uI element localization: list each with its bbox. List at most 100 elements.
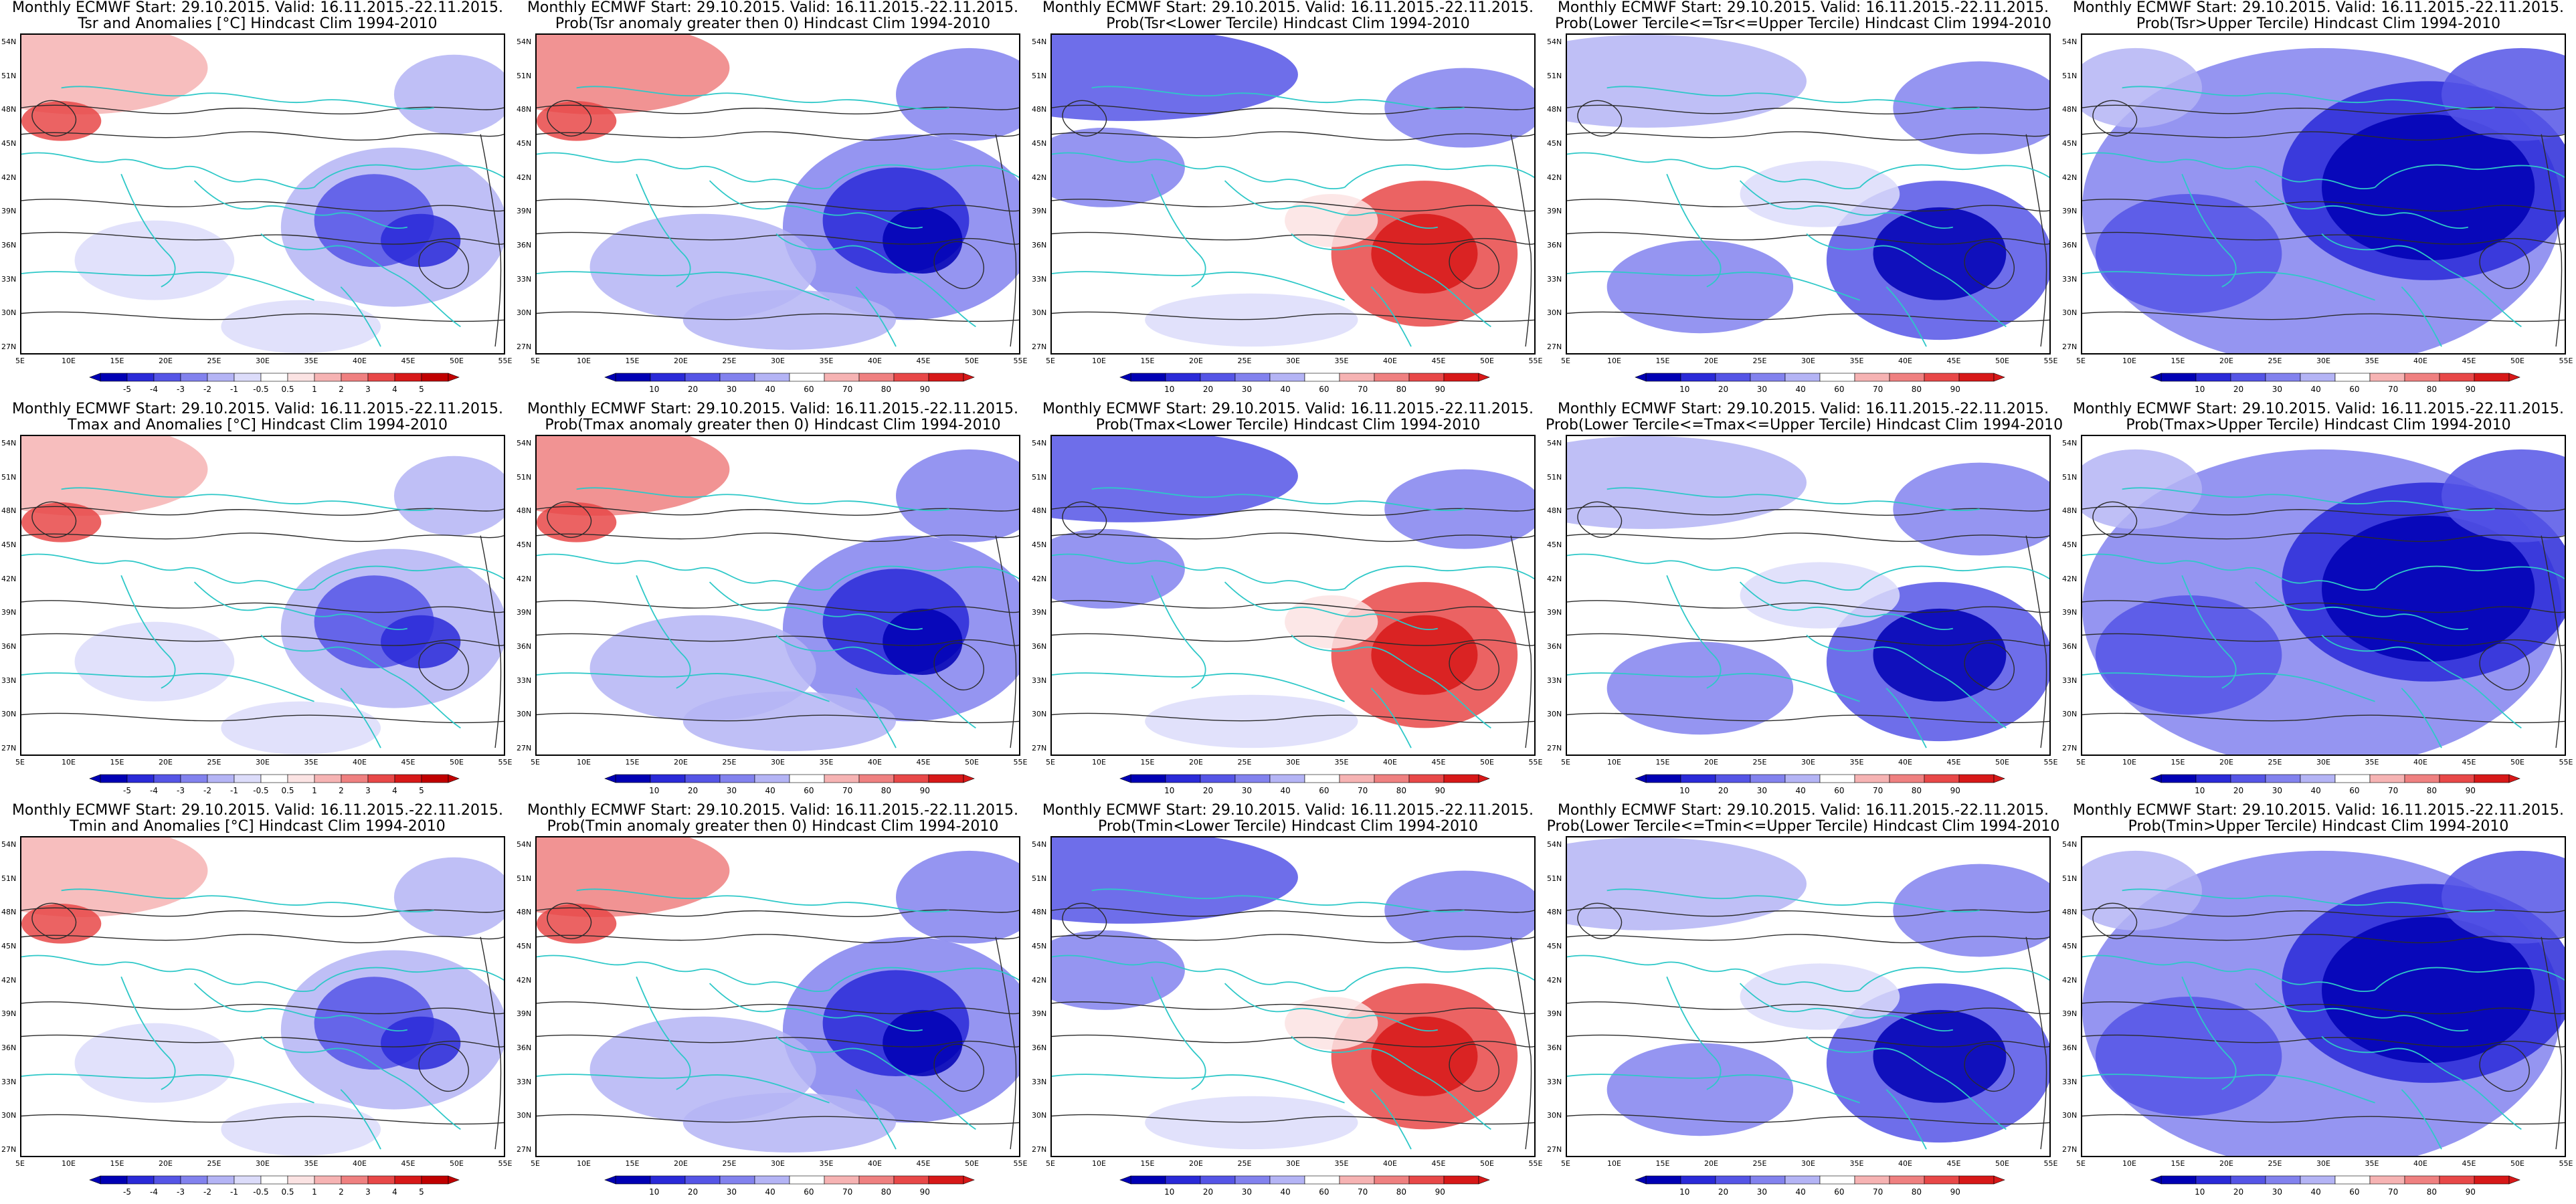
latitude-label: 39N: [1032, 207, 1047, 216]
colorbar-tick-label: -0.5: [253, 385, 268, 394]
map-area: [1050, 435, 1536, 756]
longitude-label: 10E: [2122, 357, 2136, 365]
longitude-label: 5E: [1046, 1159, 1055, 1168]
isotherm-contour: [2541, 936, 2563, 1150]
colorbar-swatch: [1924, 1175, 1960, 1185]
colorbar-tick-label: 90: [1950, 1187, 1960, 1197]
isotherm-contour: [1567, 907, 2049, 917]
anomaly-shading: [1384, 68, 1534, 148]
latitude-label: 51N: [1032, 874, 1047, 883]
anomaly-shading: [1740, 963, 1900, 1030]
coastline: [1291, 1035, 1491, 1130]
map-panel: Monthly ECMWF Start: 29.10.2015. Valid: …: [1546, 803, 2061, 1204]
coastline: [1885, 286, 1927, 347]
isotherm-contour: [537, 506, 1019, 516]
colorbar-swatch: [207, 774, 235, 783]
colorbar-swatch: [858, 373, 895, 382]
latitude-label: 27N: [517, 1145, 532, 1154]
longitude-label: 25E: [1752, 357, 1767, 365]
longitude-label: 5E: [531, 1159, 540, 1168]
latitude-label: 36N: [1, 642, 17, 651]
coastline: [1859, 967, 2049, 991]
colorbar-swatch: [1374, 1175, 1410, 1185]
coastline: [537, 553, 830, 591]
longitude-label: 20E: [674, 1159, 688, 1168]
longitude-label: 5E: [1561, 357, 1570, 365]
longitude-label: 25E: [1237, 357, 1252, 365]
coastline: [2181, 575, 2237, 689]
longitude-label: 20E: [2219, 1159, 2233, 1168]
panel-title-line2: Prob(Lower Tercile<=Tmax<=Upper Tercile)…: [1546, 417, 2063, 433]
map-panel: Monthly ECMWF Start: 29.10.2015. Valid: …: [515, 401, 1030, 803]
colorbar-swatch: [100, 1175, 128, 1185]
colorbar-swatch: [180, 1175, 208, 1185]
longitude-label: 25E: [1237, 758, 1252, 767]
latitude-label: 45N: [1, 540, 17, 549]
latitude-label: 36N: [1, 241, 17, 249]
isotherm-contour: [2082, 1001, 2565, 1015]
longitude-label: 20E: [674, 357, 688, 365]
colorbar-tick-label: 90: [1435, 1187, 1445, 1197]
anomaly-shading: [74, 1023, 235, 1103]
longitude-label: 25E: [722, 758, 737, 767]
isotherm-contour: [2082, 907, 2565, 917]
anomaly-shading: [2095, 595, 2282, 715]
latitude-label: 30N: [1547, 1111, 1562, 1120]
colorbar-swatch: [1958, 373, 1995, 382]
colorbar-tick-label: 70: [1358, 1187, 1368, 1197]
isotherm-contour: [1449, 241, 1499, 290]
colorbar-swatch: [789, 373, 825, 382]
anomaly-shading: [682, 1092, 897, 1153]
map-panel: Monthly ECMWF Start: 29.10.2015. Valid: …: [0, 803, 515, 1204]
coastline: [1344, 565, 1534, 589]
colorbar-swatch: [1715, 774, 1751, 783]
colorbar-tick-label: 70: [1358, 385, 1368, 394]
isotherm-contour: [2541, 134, 2563, 347]
colorbar-swatch: [207, 373, 235, 382]
longitude-label: 10E: [2122, 1159, 2136, 1168]
panel-title-line1: Monthly ECMWF Start: 29.10.2015. Valid: …: [527, 0, 1019, 16]
latitude-label: 27N: [1032, 744, 1047, 752]
isotherm-contour: [21, 506, 504, 516]
longitude-label: 20E: [2219, 357, 2233, 365]
longitude-label: 15E: [1655, 1159, 1670, 1168]
longitude-label: 45E: [401, 357, 416, 365]
isotherm-contour: [1062, 100, 1107, 136]
colorbar-swatch: [684, 373, 721, 382]
map-area: [20, 836, 505, 1157]
longitude-label: 45E: [1946, 758, 1961, 767]
coastline: [2082, 271, 2375, 301]
isotherm-contour: [1567, 1034, 2049, 1047]
latitude-label: 30N: [2062, 710, 2078, 719]
latitude-label: 27N: [1, 744, 17, 752]
isotherm-contour: [537, 104, 1019, 114]
anomaly-shading: [1606, 240, 1794, 334]
coastline: [1567, 955, 1860, 992]
longitude-label: 30E: [1801, 758, 1815, 767]
colorbar-arrow-left: [1119, 774, 1131, 783]
colorbar-tick-label: 80: [2427, 385, 2437, 394]
longitude-label: 15E: [2171, 357, 2185, 365]
colorbar-arrow-right: [1478, 1175, 1490, 1185]
isotherm-contour: [1052, 104, 1534, 114]
latitude-label: 42N: [1547, 173, 1562, 182]
colorbar-swatch: [1408, 1175, 1445, 1185]
map-area: [2081, 836, 2566, 1157]
latitude-label: 51N: [517, 71, 532, 80]
colorbar-tick-label: 3: [365, 385, 371, 394]
colorbar-tick-label: 70: [2388, 1187, 2398, 1197]
map-area: [535, 435, 1020, 756]
isotherm-contour: [1449, 1043, 1499, 1092]
colorbar-swatch: [789, 1175, 825, 1185]
longitude-label: 50E: [1995, 1159, 2009, 1168]
latitude-label: 42N: [1547, 574, 1562, 583]
coastline: [1567, 1074, 1860, 1104]
latitude-label: 51N: [517, 472, 532, 482]
longitude-label: 45E: [2462, 758, 2476, 767]
isotherm-contour: [537, 1114, 1019, 1125]
longitude-label: 10E: [62, 357, 76, 365]
colorbar-swatch: [2474, 774, 2510, 783]
map-panel: Monthly ECMWF Start: 29.10.2015. Valid: …: [0, 401, 515, 803]
longitude-label: 55E: [498, 1159, 513, 1168]
latitude-label: 33N: [1032, 274, 1047, 284]
